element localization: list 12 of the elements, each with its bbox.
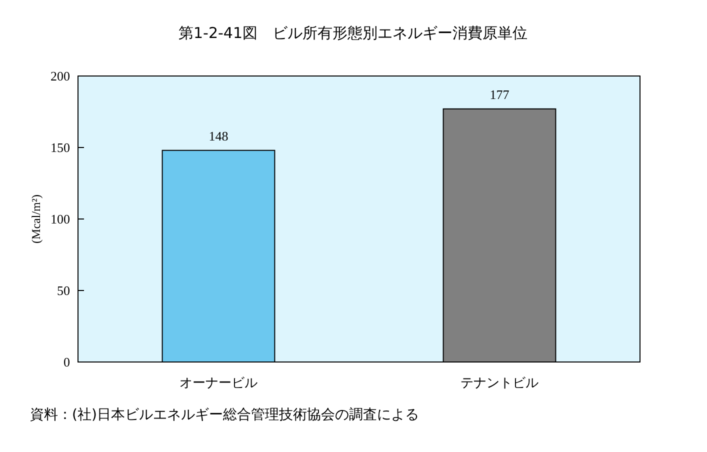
y-tick-label: 150: [50, 140, 70, 156]
y-axis-title: (Mcal/m²): [29, 194, 43, 244]
y-tick-label: 100: [50, 212, 70, 227]
text: 資料：(社)日本ビルエネルギー総合管理技術協会の調査による: [30, 407, 419, 423]
y-tick-label: 50: [57, 283, 70, 298]
y-tick-label: 0: [64, 354, 70, 370]
x-tick-label: テナントビル: [460, 376, 538, 391]
data-label: 148: [208, 128, 228, 144]
y-tick-label: 200: [50, 68, 70, 84]
x-tick-label: オーナービル: [180, 376, 258, 391]
data-label: 177: [490, 86, 510, 102]
chart-title: 第1-2-41図 ビル所有形態別エネルギー消費原単位: [178, 24, 528, 42]
